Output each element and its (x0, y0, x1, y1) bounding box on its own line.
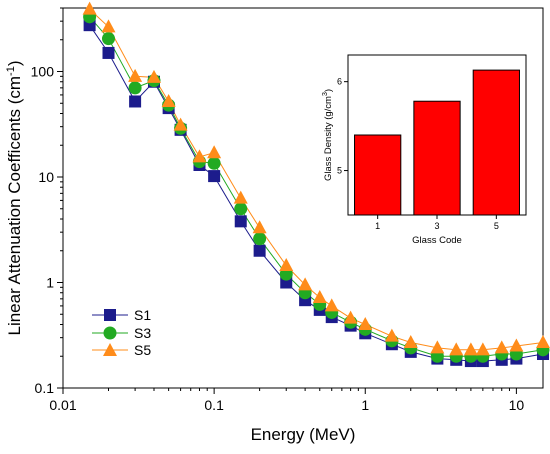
x-tick-label: 0.1 (204, 397, 224, 413)
inset-x-tick-label: 3 (434, 221, 439, 231)
y-tick-label: 100 (31, 64, 55, 80)
inset-y-tick-label: 6 (337, 77, 342, 87)
data-point-s5 (509, 338, 524, 352)
data-point-s5 (384, 328, 399, 342)
data-point-s5 (312, 290, 327, 304)
legend-marker-s3 (103, 326, 117, 340)
data-point-s5 (192, 149, 207, 163)
data-point-s5 (494, 340, 509, 354)
inset-bar-3 (413, 100, 461, 216)
data-point-s5 (475, 342, 490, 356)
data-point-s5 (449, 342, 464, 356)
data-point-s5 (252, 220, 267, 234)
data-point-s5 (101, 19, 116, 33)
x-tick-label: 0.01 (49, 397, 76, 413)
data-point-s5 (536, 334, 550, 348)
inset-y-axis-label-end: ) (323, 89, 334, 92)
data-point-s3 (101, 32, 115, 46)
inset-bars (354, 69, 520, 216)
data-point-s5 (298, 277, 313, 291)
data-point-s3 (207, 156, 221, 170)
inset-x-tick-label: 1 (375, 221, 380, 231)
y-tick-label: 0.1 (35, 380, 55, 396)
data-point-s3 (128, 81, 142, 95)
data-point-s5 (343, 310, 358, 324)
data-point-s5 (233, 190, 248, 204)
legend-marker-s5 (103, 343, 117, 356)
data-point-s1 (208, 170, 221, 183)
data-point-s5 (279, 257, 294, 271)
inset-bar-1 (354, 134, 402, 216)
data-point-s5 (128, 68, 143, 82)
data-point-s3 (253, 232, 267, 246)
data-point-s1 (129, 95, 142, 108)
inset-y-tick-label: 5 (337, 166, 342, 176)
y-tick-label: 10 (38, 169, 54, 185)
legend-label-s1: S1 (134, 307, 151, 323)
plot-frame (62, 7, 544, 389)
inset-x-tick-label: 5 (494, 221, 499, 231)
data-point-s3 (234, 202, 248, 216)
data-point-s5 (358, 316, 373, 330)
inset-ticks: 1 3 5 5 6 (337, 77, 499, 231)
data-point-s5 (82, 1, 97, 15)
density-inset: 1 3 556 Glass Code Glass Density (g/cm3) (322, 54, 527, 246)
legend: S1 S3 S5 (92, 307, 151, 358)
data-point-s1 (234, 215, 247, 228)
inset-y-axis-label-sup: 3 (322, 92, 329, 96)
inset-y-axis-label: Glass Density (g/cm3) (322, 89, 334, 181)
legend-label-s5: S5 (134, 342, 151, 358)
data-point-s5 (173, 117, 188, 131)
data-point-s5 (403, 334, 418, 348)
legend-marker-s1 (104, 309, 116, 321)
data-point-s5 (430, 340, 445, 354)
data-point-s1 (253, 244, 266, 257)
legend-label-s3: S3 (134, 325, 151, 341)
inset-bar-5 (472, 69, 520, 216)
inset-x-axis-label: Glass Code (412, 235, 462, 246)
data-point-s5 (324, 298, 339, 312)
y-axis-label: Linear Attenuation Coefficents (cm-1) (5, 60, 24, 335)
data-point-s5 (463, 342, 478, 356)
data-point-s5 (161, 93, 176, 107)
y-axis-label-sup: -1 (5, 66, 17, 76)
data-point-s1 (102, 46, 115, 59)
x-tick-label: 1 (361, 397, 369, 413)
inset-y-axis-label-main: Glass Density (g/cm (323, 96, 334, 181)
data-point-s5 (207, 145, 222, 159)
data-point-s5 (146, 69, 161, 83)
series-markers (82, 1, 550, 368)
y-axis-label-end: ) (5, 60, 24, 66)
x-axis-label: Energy (MeV) (251, 425, 356, 444)
y-axis-label-main: Linear Attenuation Coefficents (cm (5, 76, 24, 336)
y-tick-label: 1 (46, 275, 54, 291)
x-tick-label: 10 (509, 397, 525, 413)
